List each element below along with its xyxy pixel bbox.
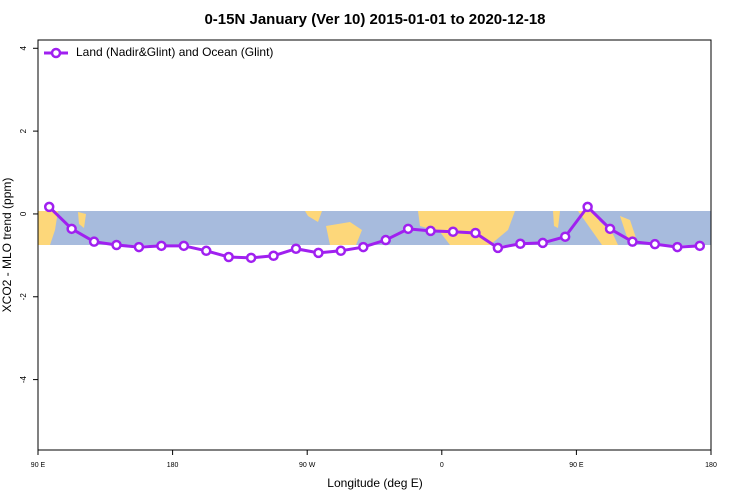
x-axis-label: Longitude (deg E): [327, 476, 422, 490]
point: [313, 247, 324, 259]
point: [672, 241, 683, 253]
point: [201, 245, 212, 257]
x-tick-label: 0: [440, 462, 444, 469]
point: [492, 242, 504, 254]
x-tick-label: 180: [167, 462, 179, 469]
point: [156, 240, 167, 252]
x-tick-label: 90 E: [569, 462, 584, 469]
point: [537, 237, 548, 249]
point: [66, 223, 77, 235]
point: [88, 236, 100, 247]
plot-frame: [37, 39, 712, 451]
x-tick-label: 90 W: [299, 462, 316, 469]
point: [223, 251, 234, 263]
point: [380, 234, 391, 246]
point: [111, 239, 122, 251]
x-tick-label: 180: [705, 462, 717, 469]
point: [43, 201, 55, 213]
point: [627, 236, 638, 247]
y-axis-label: XCO2 - MLO trend (ppm): [0, 178, 14, 313]
point: [425, 225, 436, 237]
y-tick-label: 2: [19, 128, 28, 133]
point: [694, 240, 706, 252]
point: [178, 240, 190, 252]
y-tick-label: -2: [19, 293, 28, 301]
x-tick-label: 90 E: [31, 462, 46, 469]
legend-marker: [50, 47, 62, 59]
point: [559, 231, 571, 242]
point: [358, 241, 369, 253]
point: [515, 238, 526, 250]
point: [245, 252, 257, 264]
point: [268, 250, 279, 262]
y-tick-label: -4: [19, 375, 28, 383]
point: [133, 241, 145, 253]
point: [649, 238, 661, 250]
point: [402, 223, 414, 235]
y-tick-label: 0: [19, 211, 28, 216]
point: [290, 243, 302, 254]
chart-title: 0-15N January (Ver 10) 2015-01-01 to 202…: [204, 11, 545, 28]
legend-label: Land (Nadir&Glint) and Ocean (Glint): [76, 45, 273, 59]
point: [447, 226, 459, 237]
y-tick-label: 4: [19, 46, 28, 51]
point: [604, 223, 616, 235]
point: [582, 201, 593, 213]
point: [335, 245, 347, 257]
point: [470, 227, 481, 239]
